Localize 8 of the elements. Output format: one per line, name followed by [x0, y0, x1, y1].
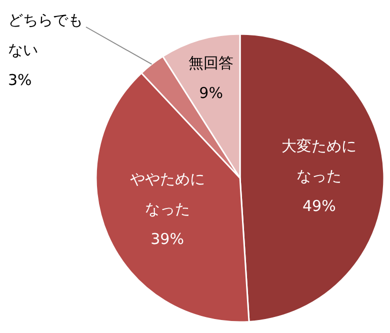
slice-label: どちらでもない	[8, 11, 83, 59]
data-label: 3%	[8, 71, 32, 89]
slice-label: 大変ためになった	[282, 136, 357, 184]
slice-label: ややためになった	[130, 170, 205, 218]
data-label: 9%	[199, 84, 223, 102]
data-label: 49%	[302, 196, 336, 214]
slice-label: 無回答	[188, 54, 234, 72]
data-label: 39%	[150, 230, 184, 248]
